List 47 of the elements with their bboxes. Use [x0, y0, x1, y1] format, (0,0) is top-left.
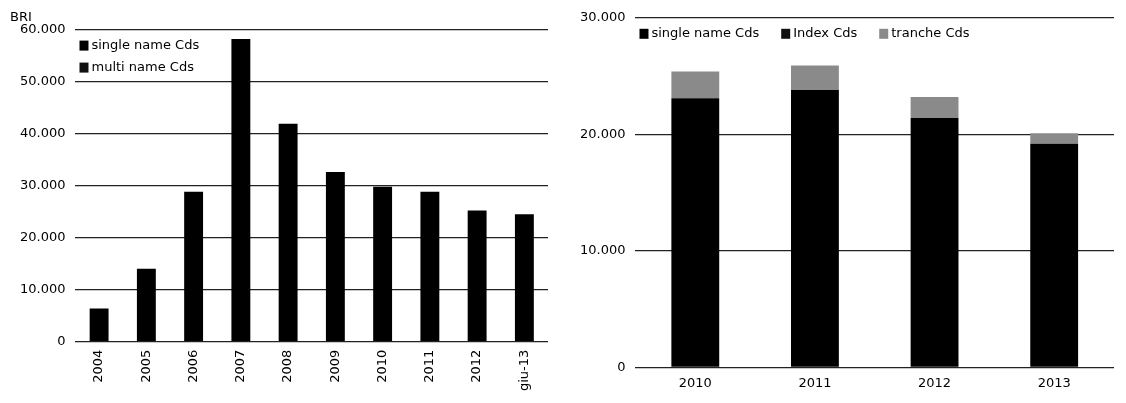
x-tick-label: 2013	[1037, 374, 1071, 390]
bar	[671, 71, 720, 99]
x-tick-label: 2009	[326, 349, 342, 383]
x-tick-label: 2010	[374, 349, 389, 383]
x-tick-label: 2011	[798, 374, 832, 390]
bar	[910, 97, 959, 119]
y-tick-label: 20.000	[19, 229, 66, 245]
y-tick-label: 0	[57, 333, 66, 349]
y-tick-label: 50.000	[19, 72, 66, 88]
bar	[89, 308, 109, 342]
bar	[1030, 133, 1079, 144]
bar	[325, 172, 345, 342]
bar	[373, 186, 393, 342]
x-tick-label: giu-13	[515, 349, 531, 392]
x-tick-label: 2005	[137, 349, 153, 383]
legend-label: multi name Cds	[91, 58, 195, 74]
y-tick-label: 30.000	[579, 9, 626, 25]
bar	[671, 98, 720, 367]
x-tick-label: 2008	[279, 349, 295, 383]
x-tick-label: 2006	[184, 349, 200, 383]
x-tick-label: 2007	[232, 349, 248, 383]
bar	[136, 268, 156, 342]
legend-label: single name Cds	[651, 25, 760, 41]
x-tick-label: 2004	[90, 349, 106, 383]
y-tick-label: 10.000	[19, 281, 66, 297]
y-tick-label: 10.000	[579, 242, 626, 258]
bar	[184, 191, 204, 342]
y-tick-label: 20.000	[579, 125, 626, 141]
y-tick-label: 30.000	[19, 177, 66, 193]
bar	[1030, 143, 1079, 367]
y-tick-label: 0	[617, 358, 626, 374]
bar	[231, 38, 251, 342]
bar	[420, 191, 440, 342]
bar	[278, 123, 298, 342]
legend-label: tranche Cds	[891, 25, 970, 41]
x-tick-label: 2012	[468, 349, 484, 383]
y-tick-label: 40.000	[19, 125, 66, 140]
legend-label: single name Cds	[91, 36, 200, 52]
x-tick-label: 2012	[918, 374, 952, 390]
x-tick-label: 2010	[678, 374, 712, 390]
legend-label: Index Cds	[793, 25, 858, 41]
bar	[791, 90, 839, 367]
bar	[514, 214, 534, 342]
x-tick-label: 2011	[421, 349, 437, 383]
bar	[910, 118, 959, 367]
bar	[467, 210, 487, 342]
bar	[791, 65, 839, 91]
